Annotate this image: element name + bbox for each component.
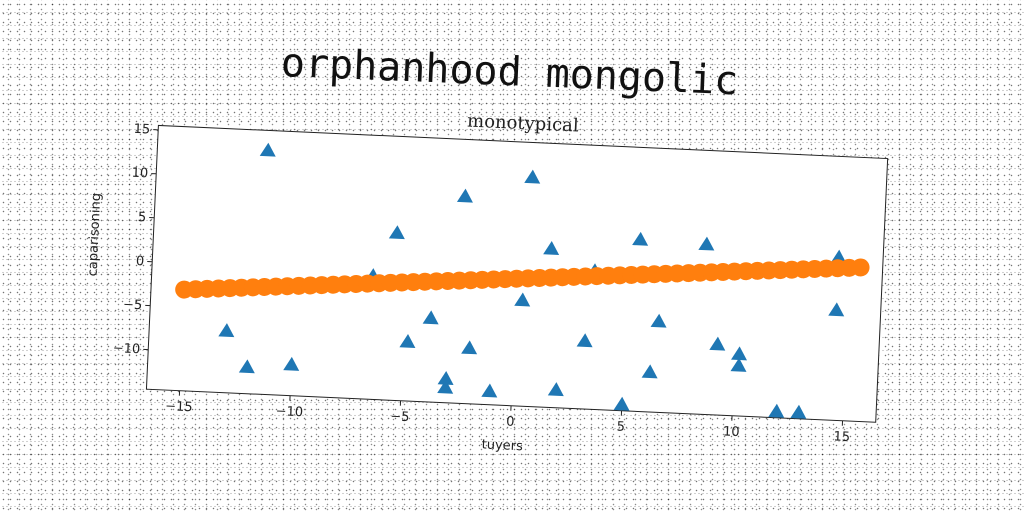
triangle-point <box>828 302 845 317</box>
y-tick-label: 5 <box>138 210 147 225</box>
x-tick-label: 0 <box>506 415 515 430</box>
x-tick-label: −10 <box>275 404 303 420</box>
triangle-point <box>461 340 478 355</box>
triangle-point <box>524 169 541 184</box>
x-tick-label: 10 <box>723 424 740 440</box>
triangle-point <box>259 142 276 157</box>
y-tick-label: 10 <box>131 166 148 182</box>
triangle-point <box>514 292 531 307</box>
x-tick-label: −15 <box>165 399 193 415</box>
triangle-point <box>437 379 454 394</box>
triangle-point <box>388 225 405 240</box>
chart-title: monotypical <box>467 110 580 136</box>
triangle-point <box>790 404 807 419</box>
y-tick-label: 0 <box>136 254 145 269</box>
triangle-point <box>399 334 416 348</box>
y-tick-label: 15 <box>133 122 150 138</box>
triangle-point <box>641 364 658 379</box>
triangle-point <box>481 383 498 398</box>
triangle-point <box>422 310 439 325</box>
x-tick-label: 15 <box>833 429 850 445</box>
triangle-point <box>437 370 454 385</box>
triangle-point <box>238 359 255 374</box>
triangle-point <box>632 231 649 246</box>
x-axis-label: tuyers <box>481 437 523 454</box>
triangle-point <box>650 313 667 328</box>
y-tick-label: −5 <box>123 297 143 313</box>
y-tick-label: −10 <box>112 341 140 357</box>
triangle-point <box>218 323 235 338</box>
triangle-point <box>698 236 715 251</box>
triangle-point <box>768 403 785 418</box>
series-circles <box>175 258 870 299</box>
x-tick-label: −5 <box>390 409 410 425</box>
x-axis: −15 −10 −5 0 5 10 15 <box>165 390 850 445</box>
triangle-point <box>456 188 473 203</box>
triangle-point <box>709 336 726 351</box>
triangle-point <box>547 382 564 397</box>
triangle-point <box>730 357 747 372</box>
y-axis-label: caparisoning <box>86 193 105 277</box>
x-tick-label: 5 <box>616 420 625 435</box>
triangle-point <box>543 241 560 255</box>
triangle-point <box>731 346 747 361</box>
y-axis: −10 −5 0 5 10 15 <box>112 122 159 357</box>
circle-point <box>851 258 870 277</box>
triangle-point <box>613 396 630 411</box>
triangle-point <box>576 333 593 348</box>
triangle-point <box>283 356 300 371</box>
